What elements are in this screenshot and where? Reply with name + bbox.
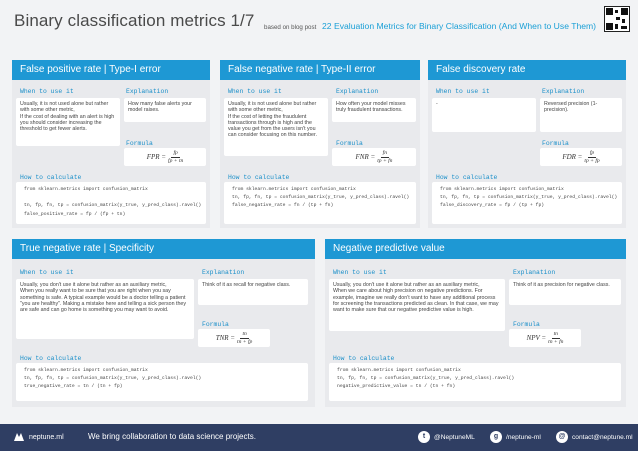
when-label: When to use it: [436, 88, 490, 95]
panel-title: False positive rate | Type-I error: [12, 60, 210, 80]
explanation-label: Explanation: [336, 88, 379, 95]
how-label: How to calculate: [228, 174, 290, 181]
explanation-text: Think of it as precision for negative cl…: [509, 279, 621, 305]
panel-title: Negative predictive value: [325, 239, 626, 259]
blog-post-link[interactable]: 22 Evaluation Metrics for Binary Classif…: [322, 21, 597, 31]
code-snippet: from sklearn.metrics import confusion_ma…: [16, 363, 308, 401]
header: Binary classification metrics 1/7 based …: [0, 0, 638, 52]
when-label: When to use it: [20, 88, 74, 95]
panel-negative-predictive-value: Negative predictive value When to use it…: [325, 239, 626, 407]
how-label: How to calculate: [20, 174, 82, 181]
when-label: When to use it: [20, 269, 74, 276]
panel-true-negative-rate: True negative rate | Specificity When to…: [12, 239, 315, 407]
formula-label: Formula: [336, 140, 363, 147]
formula-label: Formula: [202, 321, 229, 328]
when-text: Usually, you don't use it alone but rath…: [16, 279, 194, 339]
code-snippet: from sklearn.metrics import confusion_ma…: [224, 182, 416, 224]
panel-title: False discovery rate: [428, 60, 626, 80]
email-link[interactable]: @ contact@neptune.ml: [556, 431, 633, 443]
mail-icon: @: [556, 431, 568, 443]
explanation-text: How many false alerts your model raises.: [124, 98, 206, 122]
formula-box: NPV = tn tn + fn: [509, 329, 581, 347]
when-text: Usually, you don't use it alone but rath…: [329, 279, 505, 331]
explanation-label: Explanation: [513, 269, 556, 276]
brand-name: neptune.ml: [29, 433, 64, 441]
panel-false-positive-rate: False positive rate | Type-I error When …: [12, 60, 210, 228]
source-note: based on blog post 22 Evaluation Metrics…: [264, 21, 596, 31]
panel-false-discovery-rate: False discovery rate When to use it Expl…: [428, 60, 626, 228]
based-on-text: based on blog post: [264, 24, 317, 31]
when-text: Usually, it is not used alone but rather…: [16, 98, 120, 146]
when-text: -: [432, 98, 536, 132]
how-label: How to calculate: [333, 355, 395, 362]
explanation-text: Reversed precision (1- precision).: [540, 98, 622, 132]
formula-box: TNR = tn tn + fp: [198, 329, 270, 347]
qr-code-icon: [604, 6, 630, 32]
tagline: We bring collaboration to data science p…: [88, 432, 256, 441]
panel-false-negative-rate: False negative rate | Type-II error When…: [220, 60, 420, 228]
explanation-label: Explanation: [542, 88, 585, 95]
explanation-label: Explanation: [126, 88, 169, 95]
formula-box: FDR = fp tp + fp: [540, 148, 622, 166]
when-text: Usually, it is not used alone but rather…: [224, 98, 328, 156]
explanation-text: Think of it as recall for negative class…: [198, 279, 308, 305]
github-icon: g: [490, 431, 502, 443]
explanation-label: Explanation: [202, 269, 245, 276]
explanation-text: How often your model misses truly fraudu…: [332, 98, 416, 122]
formula-label: Formula: [542, 140, 569, 147]
code-snippet: from sklearn.metrics import confusion_ma…: [329, 363, 621, 401]
formula-label: Formula: [126, 140, 153, 147]
panel-title: False negative rate | Type-II error: [220, 60, 420, 80]
github-link[interactable]: g /neptune-ml: [490, 431, 541, 443]
formula-label: Formula: [513, 321, 540, 328]
twitter-icon: t: [418, 431, 430, 443]
when-label: When to use it: [333, 269, 387, 276]
page-title: Binary classification metrics 1/7: [14, 11, 255, 30]
when-label: When to use it: [228, 88, 282, 95]
how-label: How to calculate: [436, 174, 498, 181]
how-label: How to calculate: [20, 355, 82, 362]
panel-title: True negative rate | Specificity: [12, 239, 315, 259]
brand-logo[interactable]: neptune.ml: [14, 432, 64, 442]
neptune-logo-icon: [14, 433, 24, 441]
formula-box: FNR = fn tp + fn: [332, 148, 416, 166]
footer: neptune.ml We bring collaboration to dat…: [0, 424, 638, 451]
code-snippet: from sklearn.metrics import confusion_ma…: [16, 182, 206, 224]
code-snippet: from sklearn.metrics import confusion_ma…: [432, 182, 622, 224]
formula-box: FPR = fp fp + tn: [124, 148, 206, 166]
twitter-link[interactable]: t @NeptuneML: [418, 431, 475, 443]
